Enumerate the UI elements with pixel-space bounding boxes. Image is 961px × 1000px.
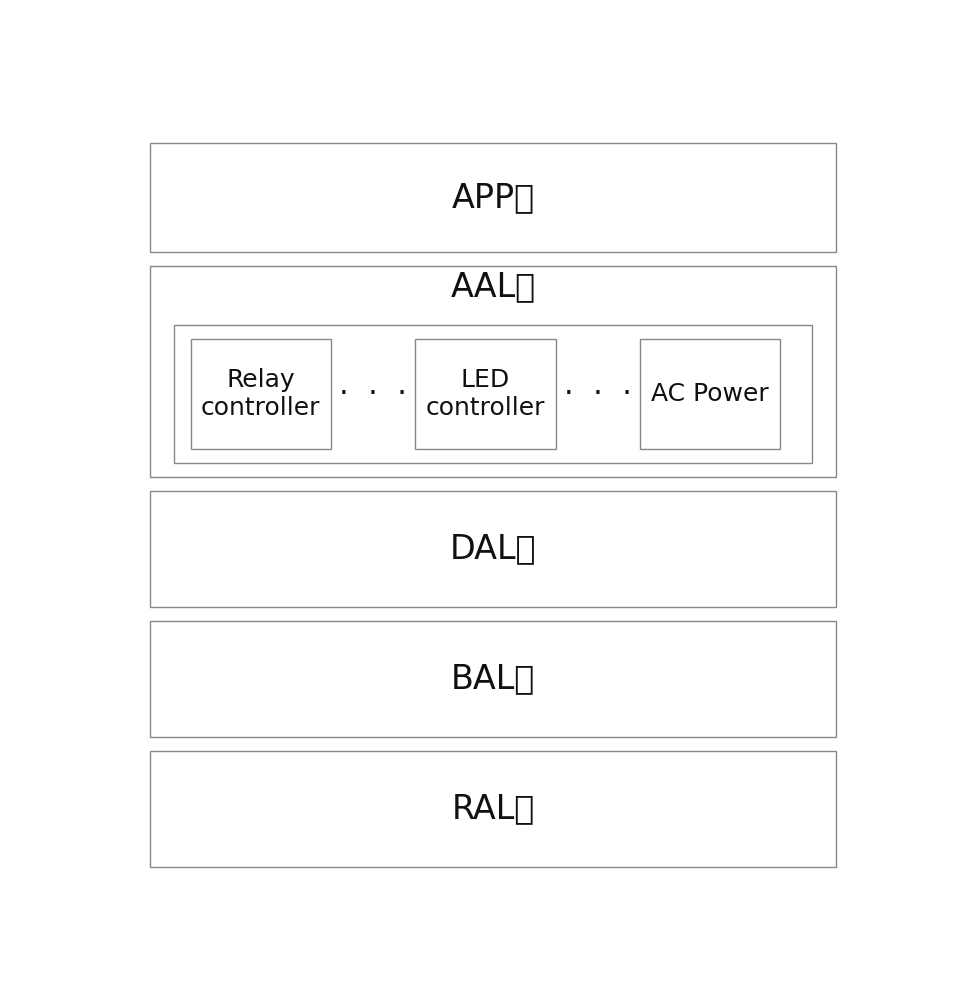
- Bar: [150, 751, 835, 867]
- Bar: [174, 325, 811, 463]
- Text: ·  ·  ·: · · ·: [563, 380, 631, 409]
- Text: RAL层: RAL层: [451, 792, 534, 825]
- Bar: [150, 266, 835, 477]
- Text: AC Power: AC Power: [651, 382, 768, 406]
- Bar: [190, 339, 331, 449]
- Bar: [150, 621, 835, 737]
- Text: DAL层: DAL层: [450, 532, 535, 565]
- Text: ·  ·  ·: · · ·: [339, 380, 407, 409]
- Text: LED
controller: LED controller: [425, 368, 545, 420]
- Bar: [415, 339, 555, 449]
- Bar: [150, 491, 835, 607]
- Text: Relay
controller: Relay controller: [201, 368, 320, 420]
- Text: BAL层: BAL层: [451, 662, 534, 695]
- Text: APP层: APP层: [451, 181, 534, 214]
- Bar: [150, 143, 835, 252]
- Text: AAL层: AAL层: [450, 271, 535, 304]
- Bar: [639, 339, 779, 449]
